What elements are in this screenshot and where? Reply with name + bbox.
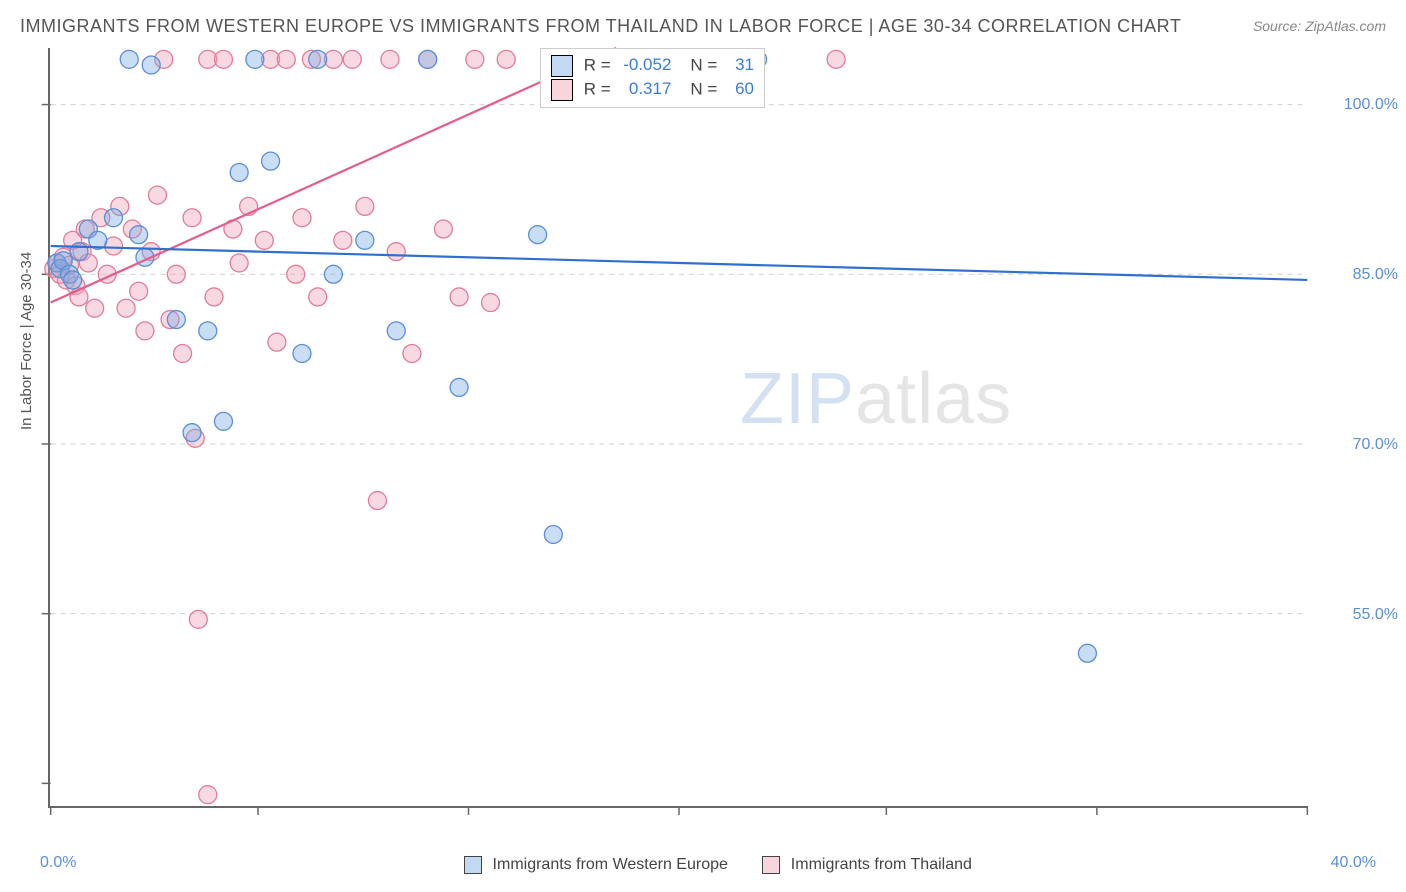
chart-container: IMMIGRANTS FROM WESTERN EUROPE VS IMMIGR… [0, 0, 1406, 892]
y-axis-label: In Labor Force | Age 30-34 [18, 252, 35, 430]
plot-svg [50, 48, 1308, 806]
title-bar: IMMIGRANTS FROM WESTERN EUROPE VS IMMIGR… [20, 10, 1386, 42]
n-value-pink: 60 [722, 79, 754, 99]
plot-area: ZIPatlas 55.0%70.0%85.0%100.0% [48, 48, 1308, 808]
y-tick-label: 70.0% [1318, 436, 1398, 454]
y-tick-label: 85.0% [1318, 266, 1398, 284]
n-label-pink: N = [690, 79, 717, 98]
stats-row-pink: R = 0.317 N = 60 [551, 79, 754, 101]
y-tick-label: 100.0% [1318, 96, 1398, 114]
swatch-pink-icon [551, 79, 573, 101]
legend-label-pink: Immigrants from Thailand [791, 856, 972, 873]
legend-swatch-pink-icon [762, 856, 780, 874]
chart-title: IMMIGRANTS FROM WESTERN EUROPE VS IMMIGR… [20, 16, 1181, 37]
legend-swatch-blue-icon [464, 856, 482, 874]
r-label-pink: R = [584, 79, 611, 98]
legend-label-blue: Immigrants from Western Europe [493, 856, 728, 873]
n-label-blue: N = [690, 55, 717, 74]
r-value-blue: -0.052 [615, 55, 671, 75]
source-label: Source: ZipAtlas.com [1253, 18, 1386, 34]
y-tick-label: 55.0% [1318, 606, 1398, 624]
legend-bottom: Immigrants from Western Europe Immigrant… [0, 856, 1406, 874]
swatch-blue-icon [551, 55, 573, 77]
stats-row-blue: R = -0.052 N = 31 [551, 55, 754, 77]
r-value-pink: 0.317 [615, 79, 671, 99]
n-value-blue: 31 [722, 55, 754, 75]
r-label-blue: R = [584, 55, 611, 74]
stats-legend-box: R = -0.052 N = 31 R = 0.317 N = 60 [540, 48, 765, 108]
